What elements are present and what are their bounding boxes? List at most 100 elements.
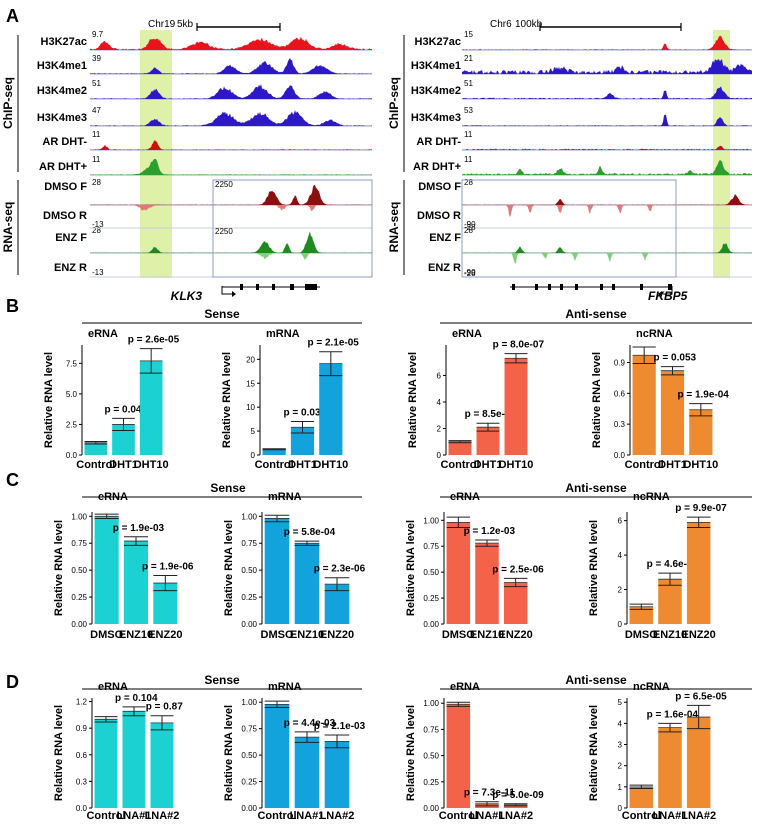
gene-exon bbox=[512, 284, 515, 290]
zoom-inset-box bbox=[461, 179, 677, 278]
track-label: ENZ F bbox=[429, 232, 461, 244]
track-max-label: 53 bbox=[464, 106, 473, 115]
rna-seq-label: RNA-seq bbox=[387, 202, 401, 253]
bar bbox=[503, 804, 528, 808]
y-tick-label: 2 bbox=[618, 762, 623, 771]
gene-exon bbox=[290, 284, 294, 290]
p-value-label: p = 9.9e-07 bbox=[675, 503, 727, 514]
x-tick-label: Control bbox=[255, 459, 294, 471]
track-signal bbox=[462, 159, 752, 175]
chart-title: eRNA bbox=[98, 681, 128, 693]
x-tick-label: LNA#2 bbox=[681, 810, 716, 822]
chip-seq-label: ChIP-seq bbox=[387, 77, 401, 129]
scale-label: 5kb bbox=[177, 19, 194, 30]
y-tick-label: 0.50 bbox=[423, 752, 439, 761]
x-tick-label: LNA#1 bbox=[290, 810, 325, 822]
track-signal bbox=[462, 205, 752, 218]
y-tick-label: 2 bbox=[618, 586, 623, 595]
track-signal bbox=[462, 86, 752, 99]
bar bbox=[476, 427, 500, 455]
x-tick-label: LNA#1 bbox=[117, 810, 152, 822]
y-tick-label: 7.5 bbox=[66, 359, 78, 368]
y-tick-label: 0.75 bbox=[71, 539, 87, 548]
y-axis-label: Relative RNA level bbox=[43, 352, 55, 448]
track-max-label: 51 bbox=[464, 79, 473, 88]
y-tick-label: 0.9 bbox=[614, 358, 626, 367]
p-value-label: p = 8.5e-03 bbox=[465, 409, 517, 420]
p-value-label: p = 8.0e-07 bbox=[493, 340, 545, 351]
bar bbox=[94, 516, 119, 624]
bar bbox=[150, 722, 174, 808]
group-header: Sense bbox=[204, 307, 240, 321]
chip-seq-label: ChIP-seq bbox=[1, 77, 15, 129]
p-value-label: p = 5.8e-04 bbox=[284, 527, 336, 538]
track-max-label: 9.7 bbox=[92, 30, 104, 39]
panel-label-b: B bbox=[6, 296, 19, 316]
bar-chart-c-2: mRNA Relative RNA level 0.00 0.25 0.50 0.75 1.… bbox=[223, 491, 366, 641]
chromosome-label: Chr19 bbox=[148, 19, 176, 30]
track-max-label: 28 bbox=[92, 226, 101, 235]
gene-exon bbox=[272, 284, 275, 290]
track-max-label: 15 bbox=[464, 30, 473, 39]
p-value-label: p = 2.1e-05 bbox=[307, 338, 359, 349]
x-tick-label: Control bbox=[439, 810, 478, 822]
y-axis-label: Relative RNA level bbox=[405, 520, 417, 616]
bar-chart-c-3: eRNA Relative RNA level 0.00 0.25 0.50 0.75 1.… bbox=[405, 491, 544, 641]
x-tick-label: DHT10 bbox=[683, 459, 718, 471]
gene-exon bbox=[560, 284, 563, 290]
bar bbox=[262, 449, 286, 455]
y-tick-label: 4 bbox=[618, 719, 623, 728]
bar bbox=[475, 543, 499, 624]
y-tick-label: 4 bbox=[437, 398, 442, 407]
track-signal bbox=[90, 205, 372, 211]
gene-exon bbox=[305, 284, 317, 290]
x-tick-label: DHT10 bbox=[313, 459, 348, 471]
y-tick-label: 4 bbox=[618, 551, 623, 560]
tss-arrow bbox=[221, 286, 232, 295]
track-max-label: 11 bbox=[92, 130, 101, 139]
y-axis-label: Relative RNA level bbox=[407, 352, 419, 448]
track-max-label: 28 bbox=[92, 178, 101, 187]
group-header: Anti-sense bbox=[565, 307, 627, 321]
x-tick-label: ENZ10 bbox=[119, 629, 153, 641]
bar bbox=[290, 427, 315, 455]
gene-exon bbox=[668, 284, 672, 290]
bar bbox=[319, 363, 343, 455]
y-tick-label: 0.75 bbox=[423, 725, 439, 734]
track-signal bbox=[90, 110, 372, 126]
x-tick-label: ENZ20 bbox=[682, 629, 716, 641]
y-axis-label: Relative RNA level bbox=[223, 520, 235, 616]
gene-exon bbox=[240, 284, 243, 290]
bar bbox=[629, 606, 654, 624]
track-max-label: 11 bbox=[464, 155, 473, 164]
x-tick-label: DHT1 bbox=[474, 459, 503, 471]
bar bbox=[84, 442, 108, 455]
track-label: ENZ R bbox=[428, 262, 461, 274]
browser-left: Chr19 5kb ChIP-seq RNA-seq H3K27ac 9.7 H3K4me1… bbox=[1, 19, 373, 303]
group-header: Sense bbox=[210, 481, 246, 495]
y-tick-label: 6 bbox=[437, 371, 442, 380]
inset-min-label: -28 bbox=[464, 269, 476, 278]
track-signal bbox=[90, 159, 372, 175]
p-value-label: p = 0.104 bbox=[115, 693, 158, 704]
y-tick-label: 20 bbox=[246, 355, 255, 364]
p-value-label: p = 4.4e-03 bbox=[284, 718, 336, 729]
y-axis-label: Relative RNA level bbox=[221, 352, 233, 448]
bar bbox=[122, 711, 146, 808]
track-max-label: -13 bbox=[92, 268, 104, 277]
track-signal bbox=[90, 36, 372, 50]
y-tick-label: 1.00 bbox=[423, 516, 439, 525]
chromosome-label: Chr6 bbox=[490, 19, 512, 30]
gene-exon bbox=[575, 284, 578, 290]
x-tick-label: ENZ10 bbox=[470, 629, 504, 641]
y-tick-label: 0.25 bbox=[423, 594, 439, 603]
chart-title: eRNA bbox=[452, 328, 482, 340]
track-signal bbox=[90, 185, 372, 205]
y-tick-label: 2 bbox=[437, 424, 442, 433]
track-label: H3K4me1 bbox=[411, 60, 461, 72]
y-tick-label: 0.00 bbox=[241, 620, 257, 629]
x-tick-label: DMSO bbox=[442, 629, 475, 641]
x-tick-label: Control bbox=[622, 810, 661, 822]
